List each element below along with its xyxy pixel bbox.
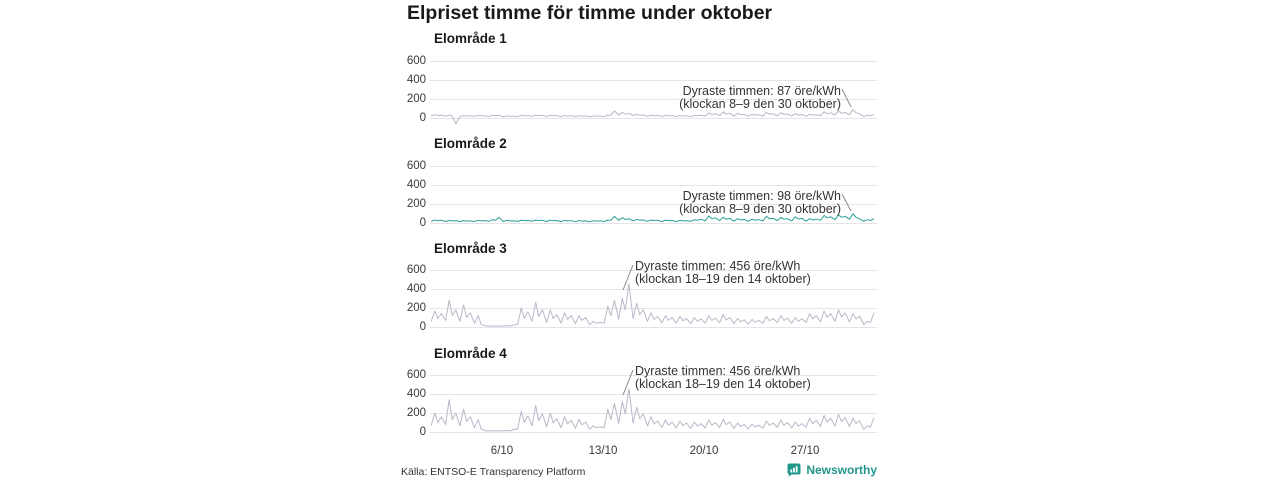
annotation-line2: (klockan 18–19 den 14 oktober): [635, 271, 811, 286]
y-tick-label: 400: [406, 74, 426, 86]
brand-name: Newsworthy: [806, 463, 877, 477]
y-tick-label: 600: [406, 369, 426, 381]
max-price-annotation: Dyraste timmen: 87 öre/kWh (klockan 8–9 d…: [679, 85, 841, 110]
annotation-line1: Dyraste timmen: 456 öre/kWh: [635, 259, 801, 273]
x-tick-label: 13/10: [588, 445, 618, 457]
x-tick-label: 20/10: [689, 445, 719, 457]
annotation-leader-line: [841, 88, 852, 108]
annotation-leader-line: [622, 369, 634, 396]
panel-title-elomrade-3: Elområde 3: [434, 241, 507, 256]
source-note: Källa: ENTSO-E Transparency Platform: [401, 466, 586, 478]
annotation-line1: Dyraste timmen: 456 öre/kWh: [635, 364, 801, 378]
y-tick-label: 0: [419, 426, 426, 438]
y-tick-label: 400: [406, 179, 426, 191]
chart-title: Elpriset timme för timme under oktober: [407, 2, 773, 24]
y-tick-label: 200: [406, 407, 426, 419]
max-price-annotation: Dyraste timmen: 98 öre/kWh (klockan 8–9 d…: [679, 190, 841, 215]
price-line: [430, 283, 875, 327]
panel-chart-area: 600 400 200 0 Dyraste timmen: 456 öre/kWh (kl…: [400, 365, 880, 438]
price-line: [430, 388, 875, 432]
y-tick-label: 600: [406, 160, 426, 172]
panel-title-elomrade-2: Elområde 2: [434, 136, 507, 151]
panel-chart-area: 600 400 200 0 Dyraste timmen: 456 öre/kWh (kl…: [400, 260, 880, 333]
y-tick-label: 0: [419, 112, 426, 124]
bar-chart-badge-icon: [787, 463, 801, 477]
annotation-line1: Dyraste timmen: 98 öre/kWh: [682, 189, 841, 203]
annotation-line2: (klockan 8–9 den 30 oktober): [679, 96, 841, 111]
panel-title-elomrade-4: Elområde 4: [434, 346, 507, 361]
annotation-leader-line: [841, 193, 852, 212]
annotation-line2: (klockan 18–19 den 14 oktober): [635, 376, 811, 391]
y-tick-label: 200: [406, 302, 426, 314]
panel-title-elomrade-1: Elområde 1: [434, 31, 507, 46]
newsworthy-logo[interactable]: Newsworthy: [787, 463, 877, 477]
y-tick-label: 600: [406, 264, 426, 276]
panel-plot: [430, 166, 877, 224]
x-tick-label: 6/10: [490, 445, 514, 457]
y-tick-label: 400: [406, 388, 426, 400]
x-tick-label: 27/10: [790, 445, 820, 457]
panel-chart-area: 600 400 200 0 Dyraste timmen: 98 öre/kWh (klo…: [400, 160, 880, 229]
annotation-leader-line: [622, 264, 634, 291]
y-tick-label: 200: [406, 93, 426, 105]
y-tick-label: 0: [419, 321, 426, 333]
annotation-line1: Dyraste timmen: 87 öre/kWh: [682, 84, 841, 98]
price-line: [431, 213, 875, 223]
panel-plot: [430, 369, 877, 433]
max-price-annotation: Dyraste timmen: 456 öre/kWh (klockan 18–1…: [635, 260, 811, 285]
y-tick-label: 200: [406, 198, 426, 210]
panel-chart-area: 600 400 200 0 Dyraste timmen: 87 öre/kWh (klo…: [400, 55, 880, 125]
panel-plot: [430, 61, 877, 125]
max-price-annotation: Dyraste timmen: 456 öre/kWh (klockan 18–1…: [635, 365, 811, 390]
x-axis: 6/10 13/10 20/10 27/10: [400, 445, 880, 458]
chart-figure: Elpriset timme för timme under oktober E…: [400, 0, 880, 480]
annotation-line2: (klockan 8–9 den 30 oktober): [679, 201, 841, 216]
y-tick-label: 400: [406, 283, 426, 295]
panel-plot: [430, 264, 877, 328]
y-tick-label: 600: [406, 55, 426, 67]
y-tick-label: 0: [419, 217, 426, 229]
price-line: [431, 109, 875, 125]
